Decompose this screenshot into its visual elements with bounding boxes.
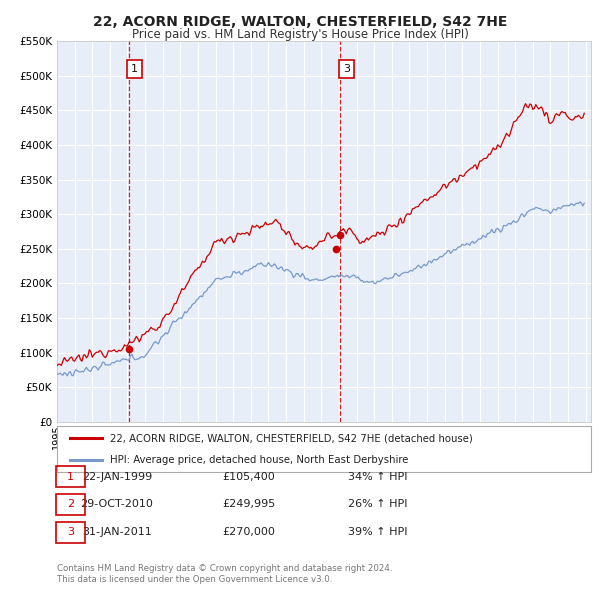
Text: 3: 3 <box>67 527 74 537</box>
Text: 2: 2 <box>67 500 74 509</box>
Text: 3: 3 <box>343 64 350 74</box>
Text: £105,400: £105,400 <box>223 472 275 481</box>
Text: 26% ↑ HPI: 26% ↑ HPI <box>348 500 407 509</box>
Text: Contains HM Land Registry data © Crown copyright and database right 2024.: Contains HM Land Registry data © Crown c… <box>57 565 392 573</box>
Text: 39% ↑ HPI: 39% ↑ HPI <box>348 527 407 537</box>
Text: 22, ACORN RIDGE, WALTON, CHESTERFIELD, S42 7HE (detached house): 22, ACORN RIDGE, WALTON, CHESTERFIELD, S… <box>110 434 473 444</box>
Text: 34% ↑ HPI: 34% ↑ HPI <box>348 472 407 481</box>
Text: This data is licensed under the Open Government Licence v3.0.: This data is licensed under the Open Gov… <box>57 575 332 584</box>
Text: Price paid vs. HM Land Registry's House Price Index (HPI): Price paid vs. HM Land Registry's House … <box>131 28 469 41</box>
Text: 22, ACORN RIDGE, WALTON, CHESTERFIELD, S42 7HE: 22, ACORN RIDGE, WALTON, CHESTERFIELD, S… <box>93 15 507 30</box>
Text: 1: 1 <box>67 472 74 481</box>
Text: 31-JAN-2011: 31-JAN-2011 <box>82 527 152 537</box>
Text: 1: 1 <box>131 64 138 74</box>
Text: 29-OCT-2010: 29-OCT-2010 <box>80 500 154 509</box>
Text: £270,000: £270,000 <box>223 527 275 537</box>
Text: HPI: Average price, detached house, North East Derbyshire: HPI: Average price, detached house, Nort… <box>110 454 409 464</box>
Text: £249,995: £249,995 <box>223 500 275 509</box>
Text: 22-JAN-1999: 22-JAN-1999 <box>82 472 152 481</box>
